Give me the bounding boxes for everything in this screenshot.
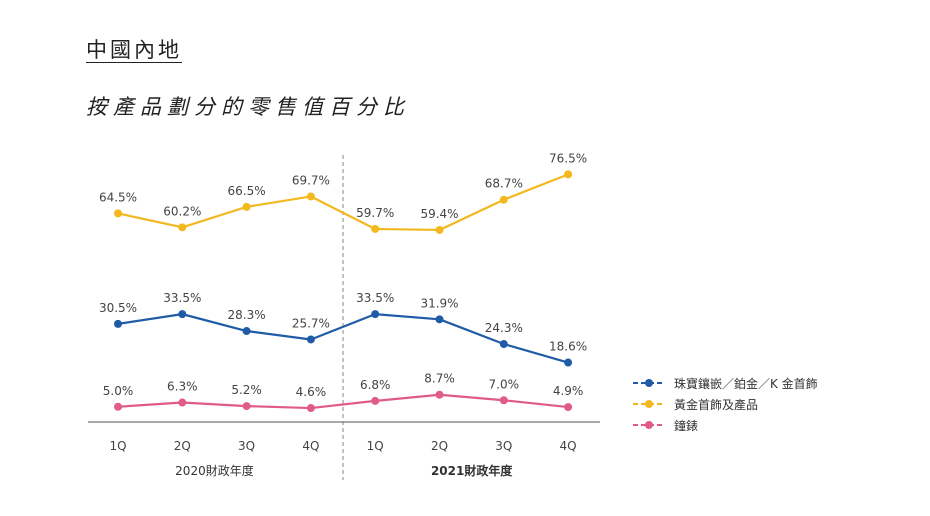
chart-legend: 珠寶鑲嵌／鉑金／K 金首飾 黃金首飾及產品 鐘錶: [632, 374, 818, 437]
data-label: 4.6%: [296, 385, 327, 399]
chart-title: 按產品劃分的零售值百分比: [86, 95, 410, 119]
data-label: 59.4%: [420, 207, 458, 221]
data-point: [178, 223, 187, 232]
series-line: [117, 393, 569, 410]
legend-item: 珠寶鑲嵌／鉑金／K 金首飾: [632, 374, 818, 392]
data-label: 68.7%: [485, 177, 523, 191]
data-label: 6.3%: [167, 380, 198, 394]
data-point: [371, 310, 380, 319]
data-point: [564, 403, 573, 412]
data-label: 4.9%: [553, 384, 584, 398]
data-label: 6.8%: [360, 378, 391, 392]
data-label: 25.7%: [292, 316, 330, 330]
data-point: [371, 396, 380, 405]
data-point: [114, 319, 122, 328]
legend-label: 黃金首飾及產品: [674, 397, 759, 412]
data-label: 69.7%: [292, 173, 330, 187]
series-line: [117, 173, 569, 232]
x-tick-label: 3Q: [238, 439, 255, 453]
data-label: 18.6%: [549, 340, 587, 354]
legend-item: 黃金首飾及產品: [632, 395, 818, 413]
data-point: [371, 224, 380, 233]
period-label: 2021財政年度: [431, 463, 513, 478]
data-label: 31.9%: [420, 296, 458, 310]
data-point: [435, 315, 444, 324]
data-point: [178, 310, 187, 319]
region-title: 中國內地: [86, 38, 182, 62]
x-tick-label: 2Q: [174, 439, 191, 453]
data-label: 30.5%: [99, 301, 137, 315]
period-label: 2020財政年度: [175, 463, 254, 478]
data-point: [114, 209, 122, 218]
data-point: [306, 404, 315, 413]
data-point: [306, 192, 315, 201]
data-point: [499, 195, 508, 204]
x-tick-label: 4Q: [302, 439, 319, 453]
data-point: [435, 390, 444, 399]
data-label: 33.5%: [163, 291, 201, 305]
data-point: [178, 398, 187, 407]
data-label: 33.5%: [356, 291, 394, 305]
data-label: 7.0%: [489, 377, 520, 391]
data-label: 64.5%: [99, 190, 137, 204]
legend-swatch-icon: [633, 400, 665, 408]
data-label: 24.3%: [485, 321, 523, 335]
data-point: [242, 202, 251, 211]
x-tick-label: 1Q: [109, 439, 126, 453]
legend-label: 珠寶鑲嵌／鉑金／K 金首飾: [674, 376, 818, 391]
x-tick-label: 1Q: [367, 439, 384, 453]
data-point: [242, 402, 251, 411]
data-label: 76.5%: [549, 151, 587, 165]
data-label: 5.0%: [103, 384, 134, 398]
data-label: 8.7%: [424, 372, 455, 386]
legend-label: 鐘錶: [674, 418, 699, 433]
data-point: [435, 225, 444, 234]
data-point: [242, 327, 251, 336]
legend-swatch-icon: [633, 421, 665, 429]
data-point: [499, 340, 508, 349]
x-tick-label: 4Q: [560, 439, 577, 453]
data-label: 5.2%: [231, 383, 262, 397]
data-label: 28.3%: [228, 308, 266, 322]
data-point: [564, 358, 573, 367]
legend-item: 鐘錶: [632, 416, 818, 434]
data-point: [306, 335, 315, 344]
x-tick-label: 3Q: [495, 439, 512, 453]
data-label: 60.2%: [163, 204, 201, 218]
series-line: [117, 313, 569, 364]
data-point: [114, 402, 122, 411]
data-point: [564, 170, 573, 179]
data-point: [499, 396, 508, 405]
x-tick-label: 2Q: [431, 439, 448, 453]
data-label: 59.7%: [356, 206, 394, 220]
legend-swatch-icon: [633, 379, 665, 387]
data-label: 66.5%: [228, 184, 266, 198]
